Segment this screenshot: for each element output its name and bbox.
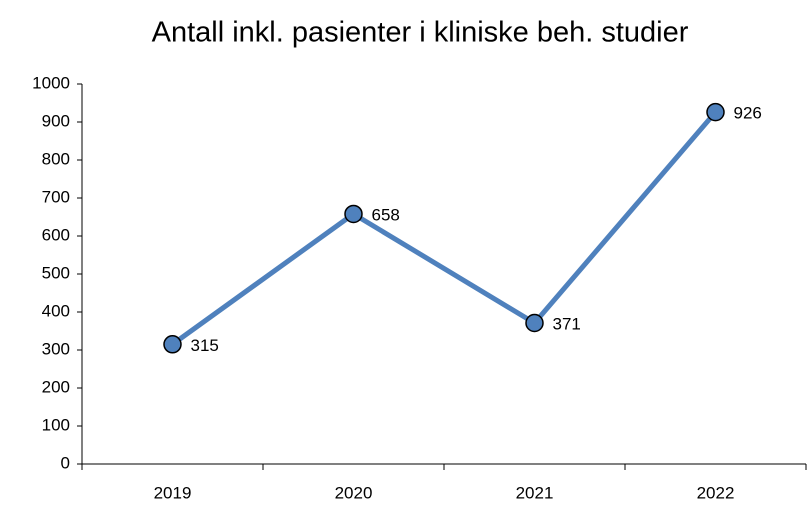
y-tick-label: 1000 <box>32 73 70 92</box>
y-tick-label: 800 <box>42 149 70 168</box>
x-tick-label: 2021 <box>516 483 554 502</box>
y-tick-label: 100 <box>42 415 70 434</box>
data-label: 658 <box>372 205 400 224</box>
data-label: 371 <box>553 315 581 334</box>
y-tick-label: 200 <box>42 377 70 396</box>
y-tick-label: 500 <box>42 263 70 282</box>
x-tick-label: 2020 <box>335 483 373 502</box>
marker <box>706 102 725 122</box>
y-tick-label: 0 <box>61 453 70 472</box>
line <box>171 110 718 347</box>
marker <box>163 335 182 354</box>
y-tick-label: 900 <box>42 111 70 130</box>
chart-title: Antall inkl. pasienter i kliniske beh. s… <box>152 17 689 49</box>
x-tick-label: 2022 <box>697 483 735 502</box>
x-tick-label: 2019 <box>154 483 192 502</box>
y-tick-label: 700 <box>42 187 70 206</box>
y-tick-label: 400 <box>42 301 70 320</box>
marker <box>344 204 363 224</box>
y-tick-label: 600 <box>42 225 70 244</box>
marker <box>525 313 544 333</box>
data-label: 315 <box>191 336 219 355</box>
y-tick-label: 300 <box>42 339 70 358</box>
data-label: 926 <box>734 104 762 123</box>
